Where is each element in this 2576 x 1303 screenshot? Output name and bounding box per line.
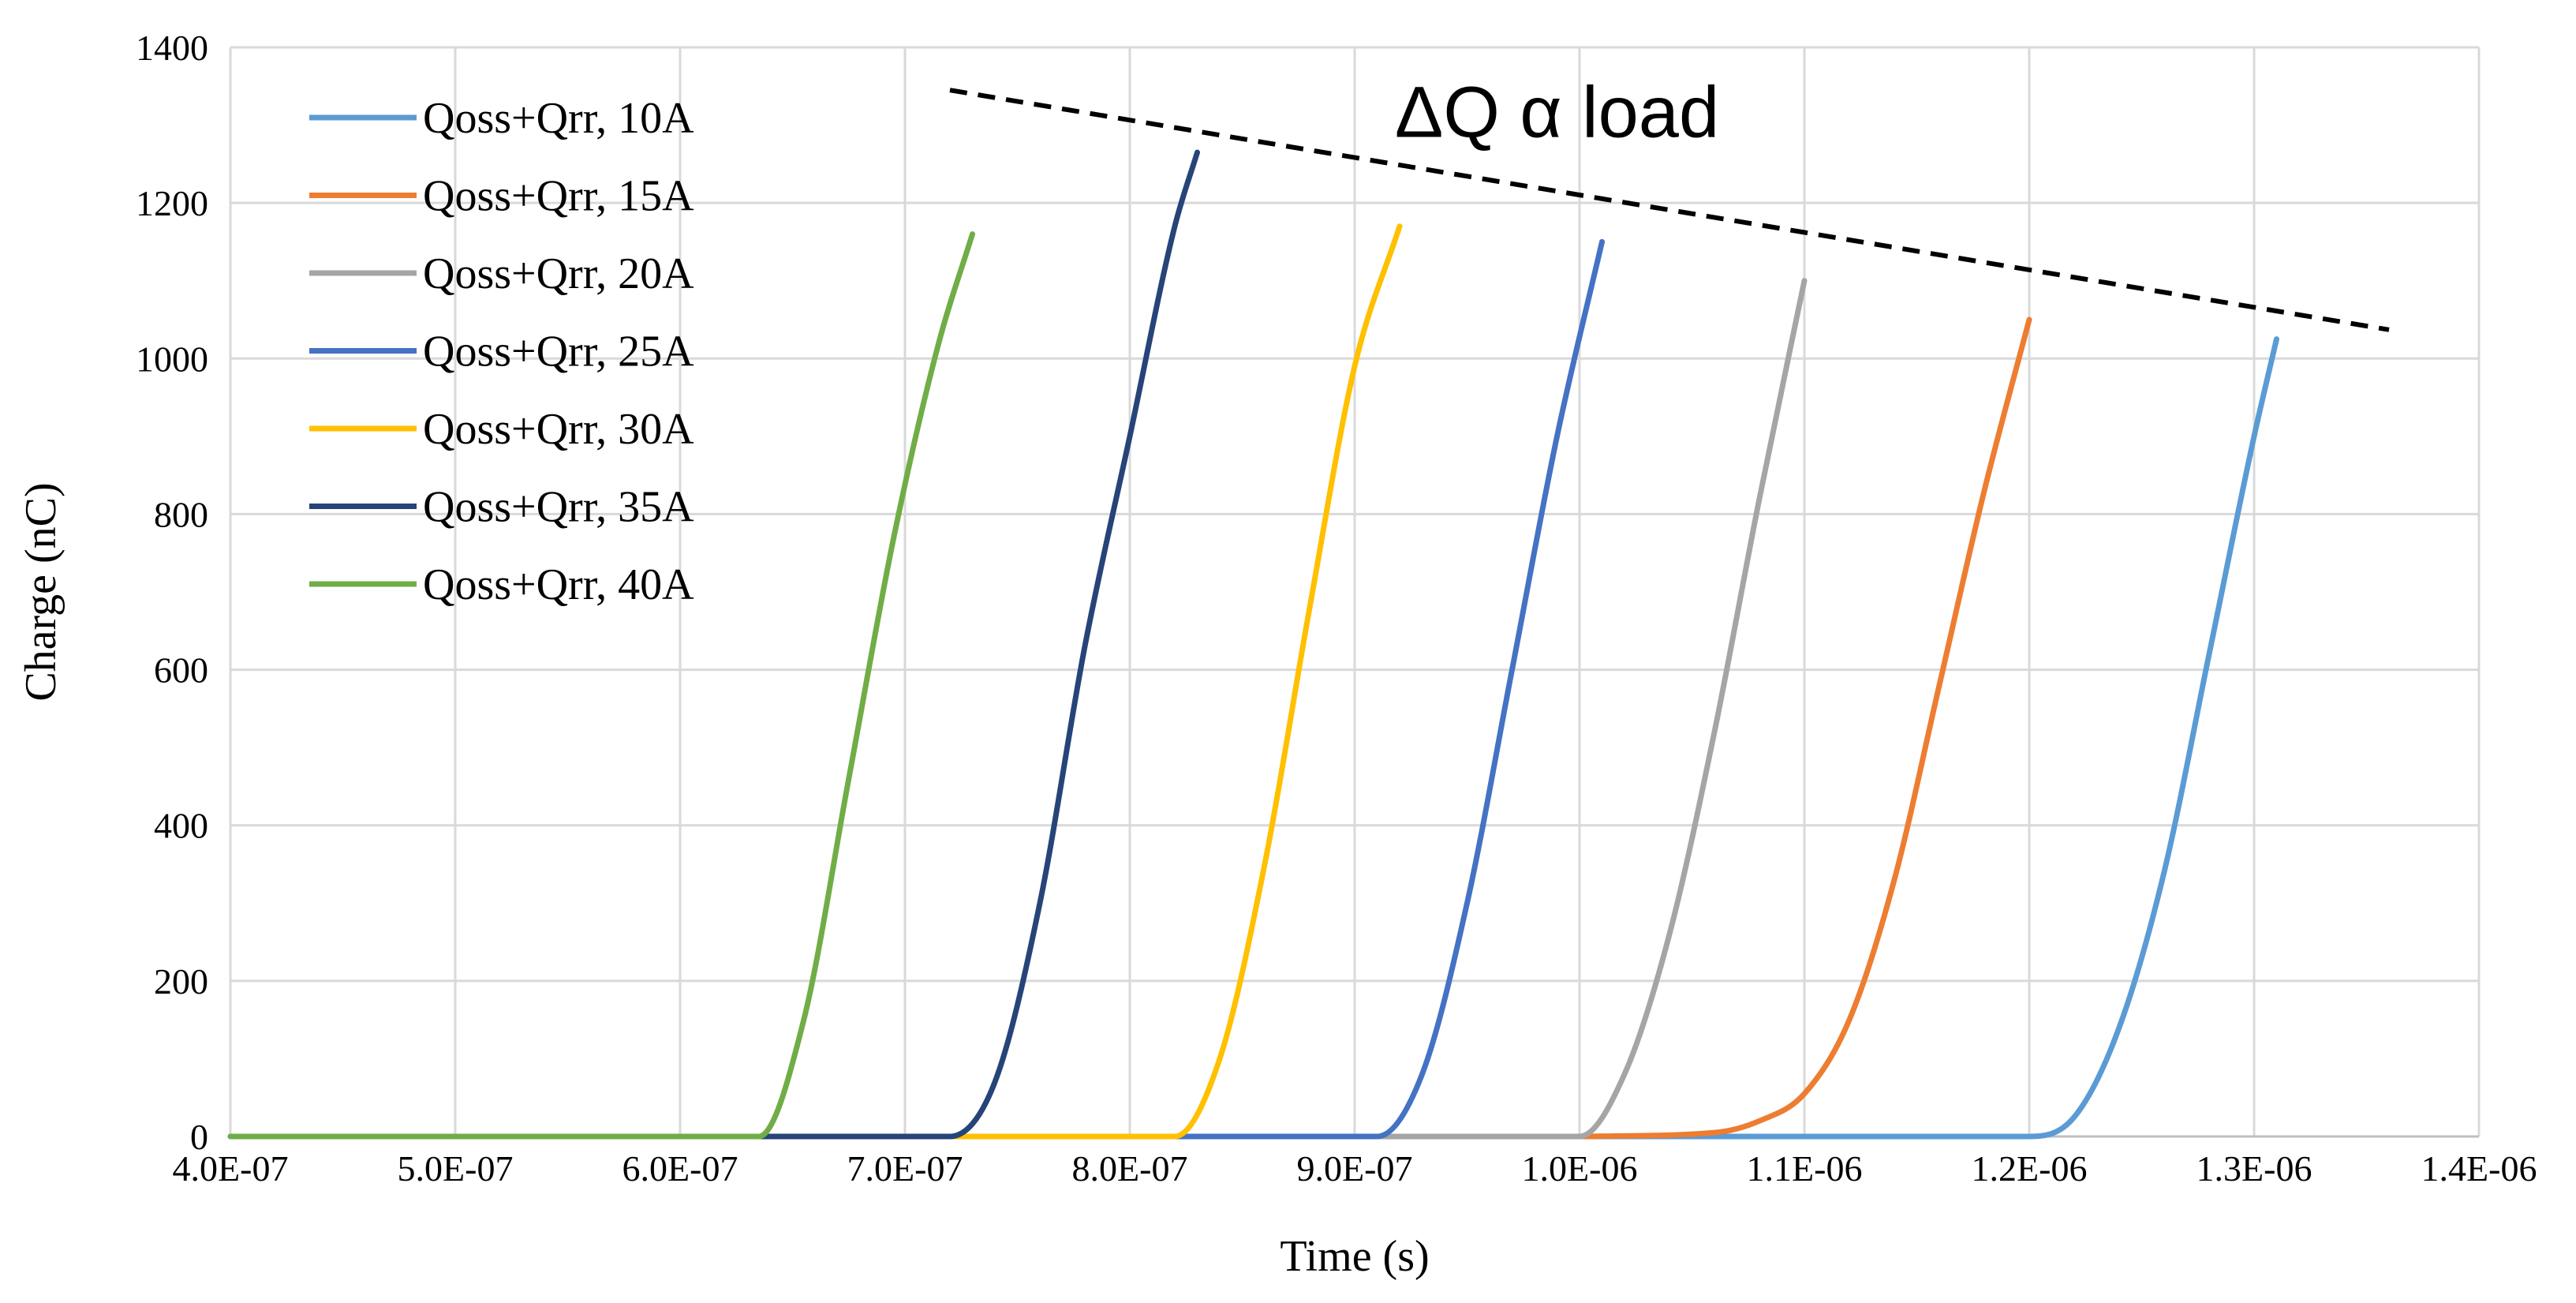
y-tick-label: 800 bbox=[154, 494, 208, 534]
series-line-qoss-qrr-15a bbox=[1576, 316, 2032, 1140]
y-axis-title: Charge (nC) bbox=[17, 482, 65, 701]
annotation-label: ΔQ α load bbox=[1395, 72, 1719, 152]
y-tick-label: 400 bbox=[154, 806, 208, 846]
x-tick-label: 1.0E-06 bbox=[1522, 1148, 1638, 1189]
legend-label: Qoss+Qrr, 40A bbox=[423, 560, 694, 609]
x-tick-label: 1.1E-06 bbox=[1747, 1148, 1863, 1189]
x-tick-label: 9.0E-07 bbox=[1297, 1148, 1413, 1189]
y-tick-label: 0 bbox=[190, 1117, 208, 1157]
series-line-qoss-qrr-30a bbox=[632, 223, 1403, 1140]
series-line-qoss-qrr-20a bbox=[1172, 278, 1808, 1140]
legend-label: Qoss+Qrr, 20A bbox=[423, 249, 694, 298]
series-line-qoss-qrr-40a bbox=[227, 231, 975, 1140]
y-tick-label: 200 bbox=[154, 961, 208, 1002]
x-tick-label: 4.0E-07 bbox=[173, 1148, 289, 1189]
x-tick-label: 7.0E-07 bbox=[847, 1148, 963, 1189]
legend-label: Qoss+Qrr, 15A bbox=[423, 172, 694, 221]
y-tick-label: 1000 bbox=[136, 339, 208, 379]
series-line-qoss-qrr-35a bbox=[745, 149, 1200, 1140]
series-line-qoss-qrr-25a bbox=[947, 238, 1605, 1140]
annotations: ΔQ α load bbox=[949, 72, 2390, 332]
series-lines bbox=[227, 149, 2279, 1140]
y-tick-label: 600 bbox=[154, 650, 208, 691]
x-tick-label: 1.4E-06 bbox=[2421, 1148, 2537, 1189]
x-tick-label: 8.0E-07 bbox=[1072, 1148, 1188, 1189]
x-axis-title: Time (s) bbox=[1280, 1232, 1429, 1281]
x-tick-label: 5.0E-07 bbox=[398, 1148, 514, 1189]
trend-dashed-line bbox=[949, 88, 2390, 332]
y-tick-label: 1200 bbox=[136, 183, 208, 223]
legend-label: Qoss+Qrr, 10A bbox=[423, 94, 694, 143]
y-tick-label: 1400 bbox=[136, 28, 208, 68]
gridlines bbox=[229, 46, 2481, 1138]
x-tick-label: 1.3E-06 bbox=[2197, 1148, 2312, 1189]
legend-label: Qoss+Qrr, 25A bbox=[423, 328, 694, 376]
legend-label: Qoss+Qrr, 35A bbox=[423, 483, 694, 532]
legend-label: Qoss+Qrr, 30A bbox=[423, 405, 694, 454]
x-tick-label: 1.2E-06 bbox=[1972, 1148, 2088, 1189]
x-tick-label: 6.0E-07 bbox=[623, 1148, 738, 1189]
legend: Qoss+Qrr, 10A Qoss+Qrr, 15A Qoss+Qrr, 20A Q… bbox=[309, 94, 694, 609]
axes: 4.0E-07 5.0E-07 6.0E-07 7.0E-07 8.0E-07 9.0E-… bbox=[136, 28, 2537, 1189]
